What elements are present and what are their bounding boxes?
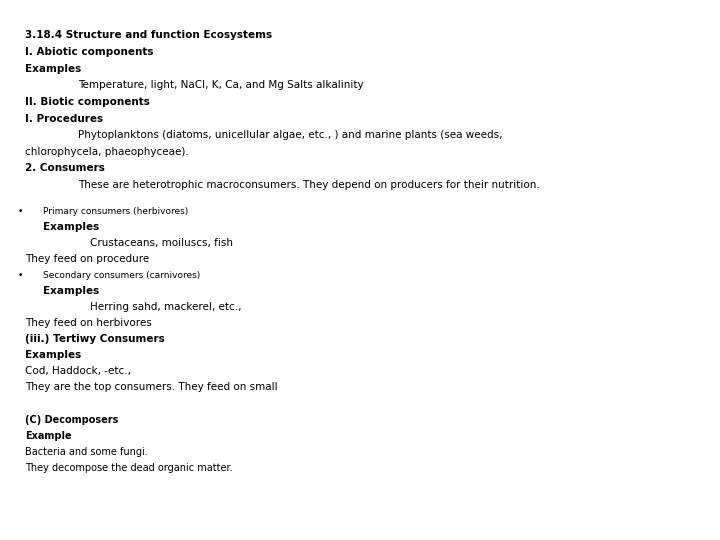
Text: They decompose the dead organic matter.: They decompose the dead organic matter. — [25, 463, 233, 473]
Text: Bacteria and some fungi.: Bacteria and some fungi. — [25, 447, 148, 457]
Text: 2. Consumers: 2. Consumers — [25, 163, 105, 173]
Text: Crustaceans, moiluscs, fish: Crustaceans, moiluscs, fish — [90, 238, 233, 248]
Text: (iii.) Tertiwy Consumers: (iii.) Tertiwy Consumers — [25, 334, 165, 344]
Text: Secondary consumers (carnivores): Secondary consumers (carnivores) — [43, 271, 200, 280]
Text: chlorophycela, phaeophyceae).: chlorophycela, phaeophyceae). — [25, 147, 189, 157]
Text: Examples: Examples — [25, 64, 81, 74]
Text: 3.18.4 Structure and function Ecosystems: 3.18.4 Structure and function Ecosystems — [25, 30, 272, 40]
Text: •: • — [18, 207, 23, 216]
Text: Examples: Examples — [43, 222, 99, 232]
Text: Primary consumers (herbivores): Primary consumers (herbivores) — [43, 207, 188, 216]
Text: They feed on procedure: They feed on procedure — [25, 254, 149, 264]
Text: Temperature, light, NaCl, K, Ca, and Mg Salts alkalinity: Temperature, light, NaCl, K, Ca, and Mg … — [78, 80, 364, 90]
Text: I. Procedures: I. Procedures — [25, 114, 103, 124]
Text: •: • — [18, 271, 23, 280]
Text: They are the top consumers. They feed on small: They are the top consumers. They feed on… — [25, 382, 278, 392]
Text: They feed on herbivores: They feed on herbivores — [25, 318, 152, 328]
Text: Example: Example — [25, 431, 71, 441]
Text: Examples: Examples — [43, 286, 99, 296]
Text: These are heterotrophic macroconsumers. They depend on producers for their nutri: These are heterotrophic macroconsumers. … — [78, 180, 540, 190]
Text: Herring sahd, mackerel, etc.,: Herring sahd, mackerel, etc., — [90, 302, 241, 312]
Text: I. Abiotic components: I. Abiotic components — [25, 47, 153, 57]
Text: (C) Decomposers: (C) Decomposers — [25, 415, 118, 425]
Text: Phytoplanktons (diatoms, unicellular algae, etc., ) and marine plants (sea weeds: Phytoplanktons (diatoms, unicellular alg… — [78, 130, 503, 140]
Text: Examples: Examples — [25, 350, 81, 360]
Text: Cod, Haddock, -etc.,: Cod, Haddock, -etc., — [25, 366, 131, 376]
Text: II. Biotic components: II. Biotic components — [25, 97, 150, 107]
